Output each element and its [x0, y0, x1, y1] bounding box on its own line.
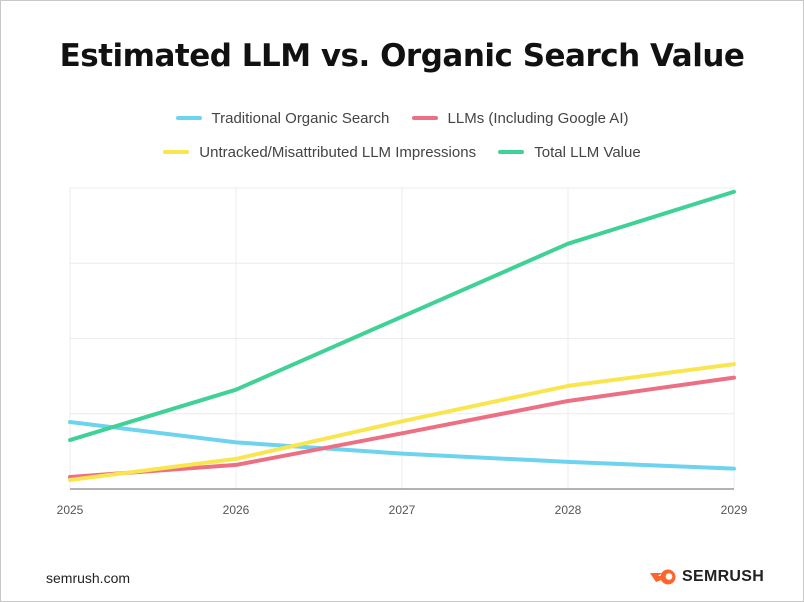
x-tick-label: 2027 — [389, 503, 416, 517]
x-tick-label: 2026 — [223, 503, 250, 517]
legend-swatch — [175, 116, 202, 120]
legend-item: Traditional Organic Search — [175, 109, 390, 127]
legend-label: Total LLM Value — [534, 143, 641, 161]
legend-swatch — [163, 150, 190, 154]
logo-text: SEMRUSH — [682, 568, 765, 585]
semrush-fireball-icon — [650, 569, 676, 585]
legend-label: LLMs (Including Google AI) — [447, 109, 629, 127]
semrush-logo: SEMRUSH — [648, 567, 764, 587]
legend-label: Untracked/Misattributed LLM Impressions — [199, 143, 477, 161]
x-tick-label: 2028 — [555, 503, 582, 517]
legend-swatch — [411, 116, 438, 120]
legend-row-2: Untracked/Misattributed LLM Impressions … — [0, 141, 804, 161]
legend-swatch — [498, 150, 525, 154]
legend-item: Total LLM Value — [498, 143, 641, 161]
legend-label: Traditional Organic Search — [211, 109, 390, 127]
x-tick-label: 2029 — [721, 503, 748, 517]
legend-item: LLMs (Including Google AI) — [411, 109, 629, 127]
legend-row-1: Traditional Organic Search LLMs (Includi… — [0, 107, 804, 127]
source-label: semrush.com — [46, 570, 131, 586]
legend-item: Untracked/Misattributed LLM Impressions — [163, 144, 476, 161]
chart-title: Estimated LLM vs. Organic Search Value — [59, 38, 745, 74]
x-tick-label: 2025 — [57, 503, 84, 517]
